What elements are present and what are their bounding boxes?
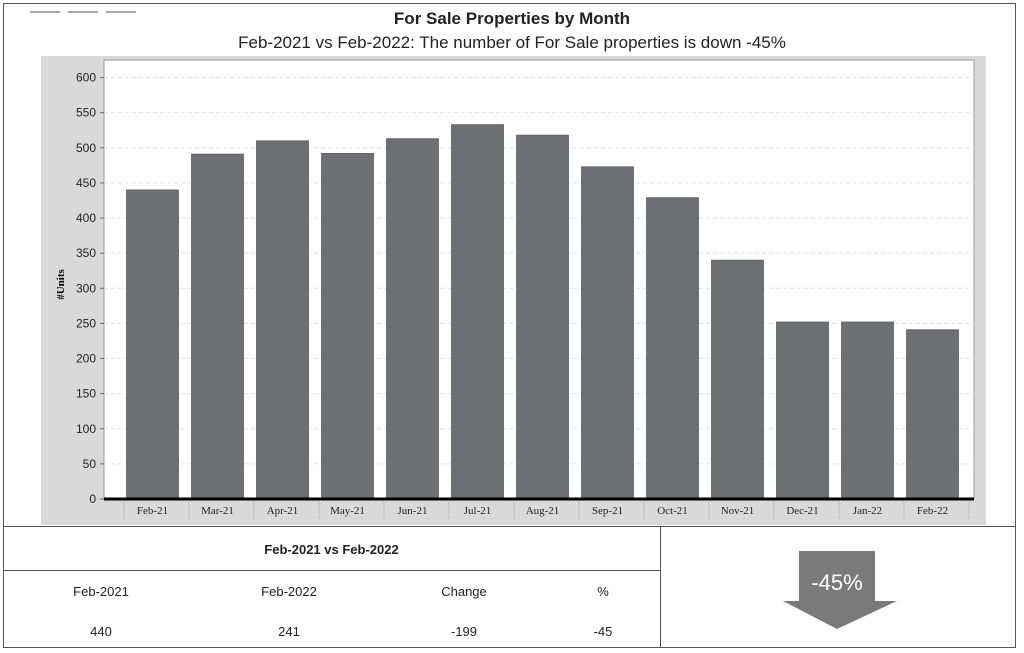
header-change: Change bbox=[441, 584, 487, 599]
header-feb-2021: Feb-2021 bbox=[73, 584, 129, 599]
bar-nov-21 bbox=[711, 259, 764, 500]
x-tick-label: May-21 bbox=[330, 505, 365, 517]
y-axis-label: #Units bbox=[55, 269, 67, 300]
x-tick-label: Jan-22 bbox=[853, 505, 882, 517]
comparison-table: Feb-2021 vs Feb-2022 Feb-2021 Feb-2022 C… bbox=[3, 526, 661, 648]
x-tick-label: Apr-21 bbox=[267, 505, 299, 517]
y-tick-label: 550 bbox=[76, 106, 96, 120]
y-tick-label: 0 bbox=[89, 492, 96, 506]
value-percent: -45 bbox=[593, 624, 613, 639]
bar-sep-21 bbox=[581, 166, 634, 500]
bar-aug-21 bbox=[516, 134, 569, 500]
y-tick-label: 100 bbox=[76, 422, 96, 436]
y-tick-label: 300 bbox=[76, 281, 96, 295]
header-percent: % bbox=[597, 584, 609, 599]
y-tick-label: 50 bbox=[83, 457, 97, 471]
y-tick-label: 500 bbox=[76, 141, 96, 155]
bar-mar-21 bbox=[191, 153, 244, 500]
change-indicator-panel: -45% bbox=[661, 526, 1016, 648]
x-tick-label: Aug-21 bbox=[526, 505, 560, 517]
x-tick-label: Dec-21 bbox=[786, 505, 818, 517]
bar-jul-21 bbox=[451, 124, 504, 500]
bar-feb-22 bbox=[906, 329, 959, 500]
y-tick-label: 400 bbox=[76, 211, 96, 225]
bar-dec-21 bbox=[776, 321, 829, 500]
y-axis-ticks: 0 50 100 150 200 250 300 350 400 450 500 550 600 bbox=[76, 71, 104, 506]
comparison-title: Feb-2021 vs Feb-2022 bbox=[3, 527, 660, 571]
bars bbox=[126, 124, 959, 500]
chart-subtitle: Feb-2021 vs Feb-2022: The number of For … bbox=[238, 33, 786, 52]
bar-jan-22 bbox=[841, 321, 894, 500]
change-percent-label: -45% bbox=[811, 570, 863, 595]
bar-oct-21 bbox=[646, 197, 699, 500]
x-tick-label: Mar-21 bbox=[201, 505, 234, 517]
x-tick-label: Nov-21 bbox=[721, 505, 755, 517]
bar-may-21 bbox=[321, 153, 374, 500]
y-tick-label: 250 bbox=[76, 316, 96, 330]
y-tick-label: 150 bbox=[76, 387, 96, 401]
chart-title: For Sale Properties by Month bbox=[393, 9, 631, 28]
y-tick-label: 450 bbox=[76, 176, 96, 190]
y-tick-label: 350 bbox=[76, 246, 96, 260]
value-feb-2021: 440 bbox=[90, 624, 112, 639]
y-tick-label: 600 bbox=[76, 71, 96, 85]
x-tick-label: Oct-21 bbox=[657, 505, 688, 517]
x-tick-label: Sep-21 bbox=[592, 505, 623, 517]
x-tick-label: Feb-21 bbox=[137, 505, 168, 517]
header-feb-2022: Feb-2022 bbox=[261, 584, 317, 599]
x-axis-ticks: Feb-21 Mar-21 Apr-21 May-21 Jun-21 Jul-21 Aug-… bbox=[123, 501, 970, 519]
value-feb-2022: 241 bbox=[278, 624, 300, 639]
bar-feb-21 bbox=[126, 189, 179, 500]
bar-apr-21 bbox=[256, 140, 309, 500]
bar-jun-21 bbox=[386, 138, 439, 500]
y-tick-label: 200 bbox=[76, 352, 96, 366]
x-tick-label: Jul-21 bbox=[464, 505, 492, 517]
top-edge-marks bbox=[30, 0, 180, 13]
x-tick-label: Jun-21 bbox=[398, 505, 428, 517]
bar-chart: 0 50 100 150 200 250 300 350 400 450 500 550 600 Feb… bbox=[55, 59, 975, 519]
x-tick-label: Feb-22 bbox=[917, 505, 948, 517]
down-arrow-icon bbox=[783, 551, 897, 629]
value-change: -199 bbox=[450, 624, 478, 639]
